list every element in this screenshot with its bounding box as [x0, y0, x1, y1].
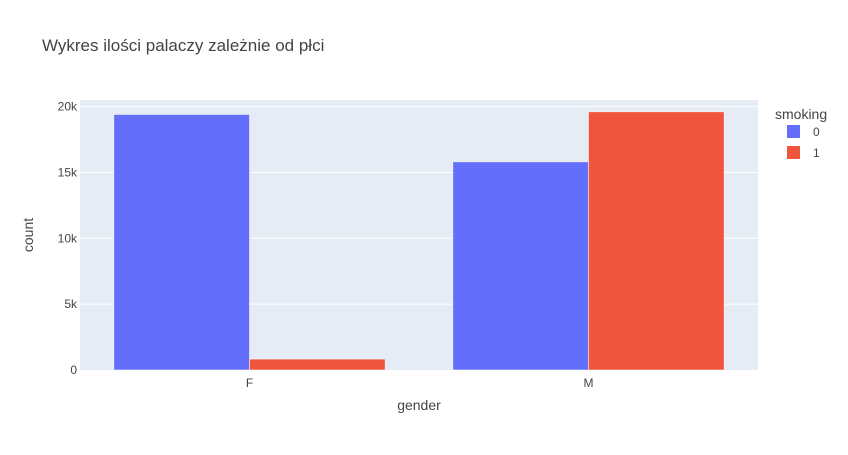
bar-M-series-1[interactable] [588, 111, 725, 371]
legend-swatch [787, 146, 800, 159]
bar-F-series-0[interactable] [113, 114, 250, 371]
legend-title: smoking [775, 106, 827, 122]
legend-label: 0 [813, 125, 820, 139]
x-tick-label: F [246, 376, 253, 390]
legend-label: 1 [813, 146, 820, 160]
bar-M-series-0[interactable] [452, 161, 589, 371]
y-axis-ticks: 0 5k 10k 15k 20k [58, 100, 78, 377]
legend-items[interactable]: 01 [787, 125, 820, 160]
bar-F-series-1[interactable] [249, 358, 386, 371]
legend-item-1[interactable]: 1 [787, 146, 820, 160]
y-tick-label: 10k [58, 231, 78, 245]
x-axis-label: gender [397, 397, 441, 413]
y-tick-label: 15k [58, 165, 78, 179]
y-tick-label: 20k [58, 100, 78, 114]
legend-swatch [787, 125, 800, 138]
legend[interactable]: smoking 01 [775, 106, 827, 160]
legend-item-0[interactable]: 0 [787, 125, 820, 139]
y-tick-label: 5k [64, 297, 78, 311]
y-tick-label: 0 [70, 363, 77, 377]
bars [113, 111, 725, 371]
y-axis-label: count [20, 218, 36, 252]
x-tick-label: M [584, 376, 594, 390]
chart-title: Wykres ilości palaczy zależnie od płci [42, 36, 324, 55]
